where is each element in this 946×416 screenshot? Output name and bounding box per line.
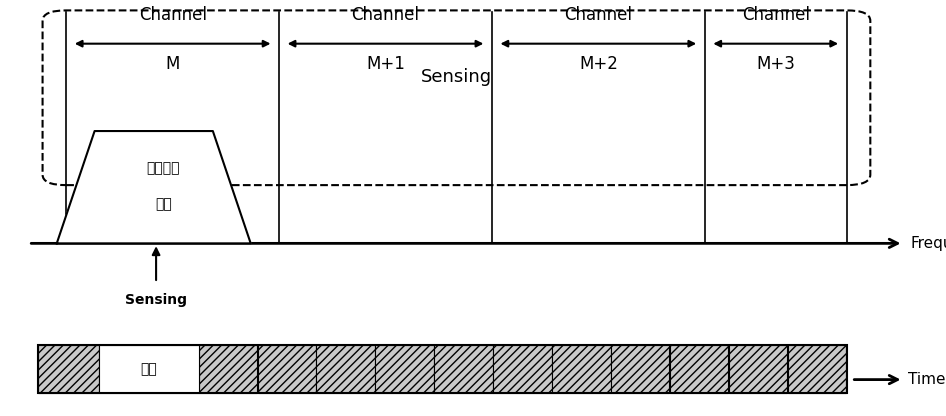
Bar xyxy=(728,345,787,393)
Bar xyxy=(670,345,728,393)
Polygon shape xyxy=(57,131,251,243)
Bar xyxy=(317,345,375,393)
Text: 认知系统: 认知系统 xyxy=(147,161,180,176)
Bar xyxy=(257,345,316,393)
Text: Channel: Channel xyxy=(352,5,419,24)
Bar xyxy=(99,345,199,393)
Text: 占用: 占用 xyxy=(155,197,171,211)
Text: Sensing: Sensing xyxy=(125,293,187,307)
Text: M+2: M+2 xyxy=(579,55,618,74)
Bar xyxy=(611,345,670,393)
Bar xyxy=(493,345,552,393)
Bar xyxy=(38,345,99,393)
Bar xyxy=(376,345,434,393)
Text: Channel: Channel xyxy=(742,5,810,24)
Text: 静默: 静默 xyxy=(141,362,157,376)
Text: M: M xyxy=(166,55,180,74)
Text: Channel: Channel xyxy=(139,5,206,24)
Bar xyxy=(38,345,847,393)
Text: Sensing: Sensing xyxy=(421,68,492,86)
Text: Channel: Channel xyxy=(565,5,632,24)
Text: Frequency: Frequency xyxy=(910,236,946,251)
Bar xyxy=(434,345,493,393)
Bar xyxy=(788,345,846,393)
Bar xyxy=(552,345,610,393)
Bar xyxy=(199,345,257,393)
Text: Time: Time xyxy=(908,372,946,387)
Text: M+1: M+1 xyxy=(366,55,405,74)
Text: M+3: M+3 xyxy=(756,55,796,74)
